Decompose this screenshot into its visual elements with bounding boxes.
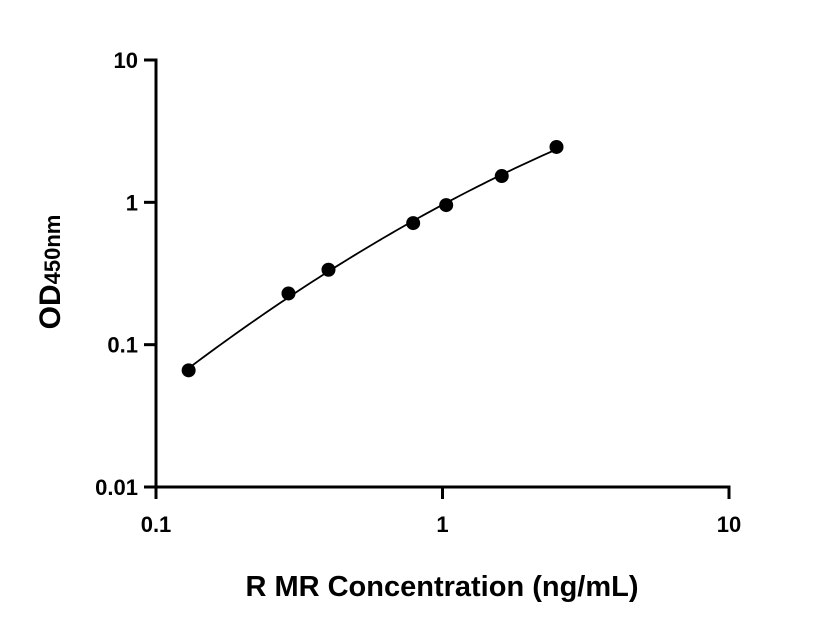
x-tick-label: 1 xyxy=(436,512,448,537)
x-axis-title: R MR Concentration (ng/mL) xyxy=(245,571,638,603)
y-tick-label: 10 xyxy=(114,48,138,73)
x-tick-label: 10 xyxy=(717,512,741,537)
data-point xyxy=(549,139,564,154)
x-tick-label: 0.1 xyxy=(141,512,172,537)
y-axis-title-subscript: 450nm xyxy=(40,215,65,285)
y-tick-label: 0.1 xyxy=(107,333,138,358)
data-point xyxy=(406,216,421,231)
y-axis-title: OD450nm xyxy=(34,215,67,330)
y-axis-title-main: OD xyxy=(34,284,67,329)
data-point xyxy=(439,198,454,213)
data-point xyxy=(281,286,296,301)
data-point xyxy=(494,169,509,184)
y-tick-label: 0.01 xyxy=(95,475,138,500)
data-points-group xyxy=(181,139,564,378)
data-point xyxy=(181,363,196,378)
y-tick-label: 1 xyxy=(126,190,138,215)
data-point xyxy=(321,262,336,277)
